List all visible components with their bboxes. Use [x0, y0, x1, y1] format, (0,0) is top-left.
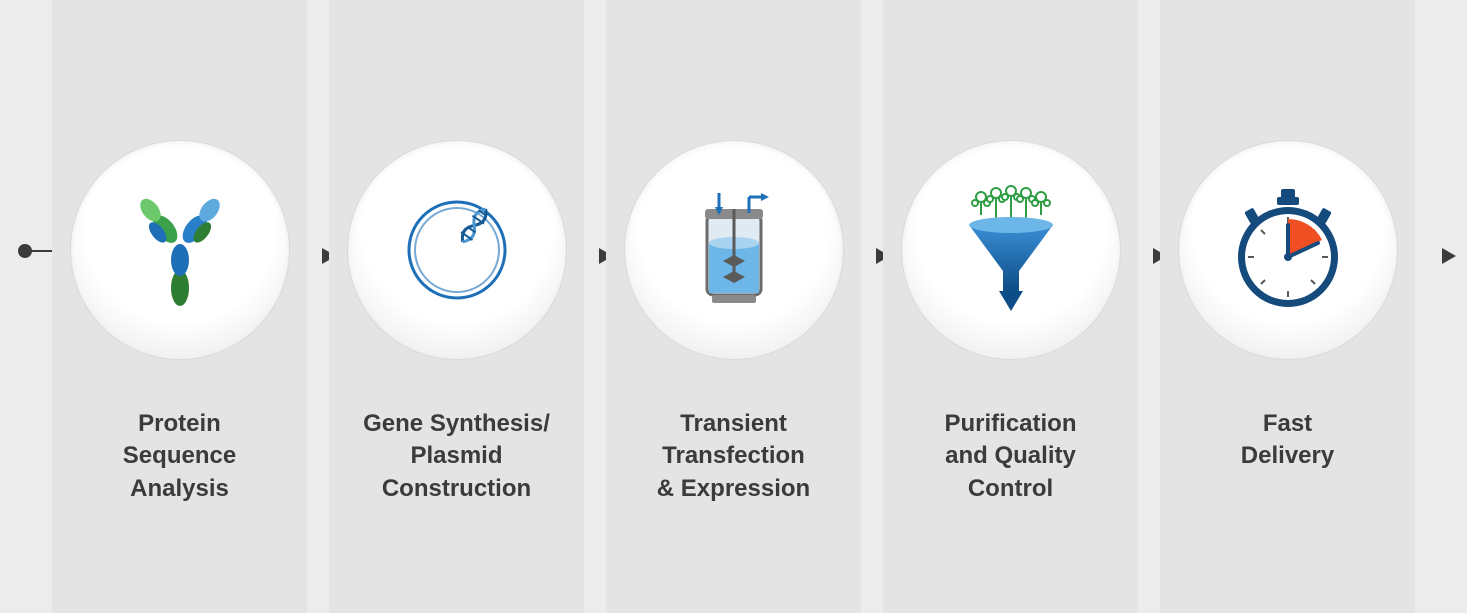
label-line: & Expression: [657, 473, 810, 505]
step-purification: Purification and Quality Control: [883, 0, 1138, 613]
label-line: Protein: [123, 408, 236, 440]
label-line: Control: [944, 473, 1076, 505]
step-protein-sequence: Protein Sequence Analysis: [52, 0, 307, 613]
step-circle: [901, 140, 1121, 360]
label-line: Plasmid: [363, 440, 550, 472]
step-circle: [624, 140, 844, 360]
label-line: Delivery: [1241, 440, 1334, 472]
step-circle: [347, 140, 567, 360]
label-line: and Quality: [944, 440, 1076, 472]
step-label: Fast Delivery: [1231, 408, 1344, 473]
step-circle: [70, 140, 290, 360]
funnel-icon: [951, 185, 1071, 315]
label-line: Sequence: [123, 440, 236, 472]
plasmid-icon: [392, 185, 522, 315]
label-line: Fast: [1241, 408, 1334, 440]
label-line: Gene Synthesis/: [363, 408, 550, 440]
step-delivery: Fast Delivery: [1160, 0, 1415, 613]
label-line: Purification: [944, 408, 1076, 440]
step-label: Gene Synthesis/ Plasmid Construction: [353, 408, 560, 505]
antibody-icon: [125, 190, 235, 310]
step-transfection: Transient Transfection & Expression: [606, 0, 861, 613]
step-gene-synthesis: Gene Synthesis/ Plasmid Construction: [329, 0, 584, 613]
flow-arrow-icon: [1442, 248, 1456, 264]
bioreactor-icon: [679, 185, 789, 315]
step-circle: [1178, 140, 1398, 360]
label-line: Analysis: [123, 473, 236, 505]
label-line: Construction: [363, 473, 550, 505]
step-label: Transient Transfection & Expression: [647, 408, 820, 505]
step-label: Purification and Quality Control: [934, 408, 1086, 505]
process-flow-diagram: Protein Sequence Analysis: [0, 0, 1467, 613]
label-line: Transient: [657, 408, 810, 440]
label-line: Transfection: [657, 440, 810, 472]
step-label: Protein Sequence Analysis: [113, 408, 246, 505]
stopwatch-icon: [1223, 185, 1353, 315]
